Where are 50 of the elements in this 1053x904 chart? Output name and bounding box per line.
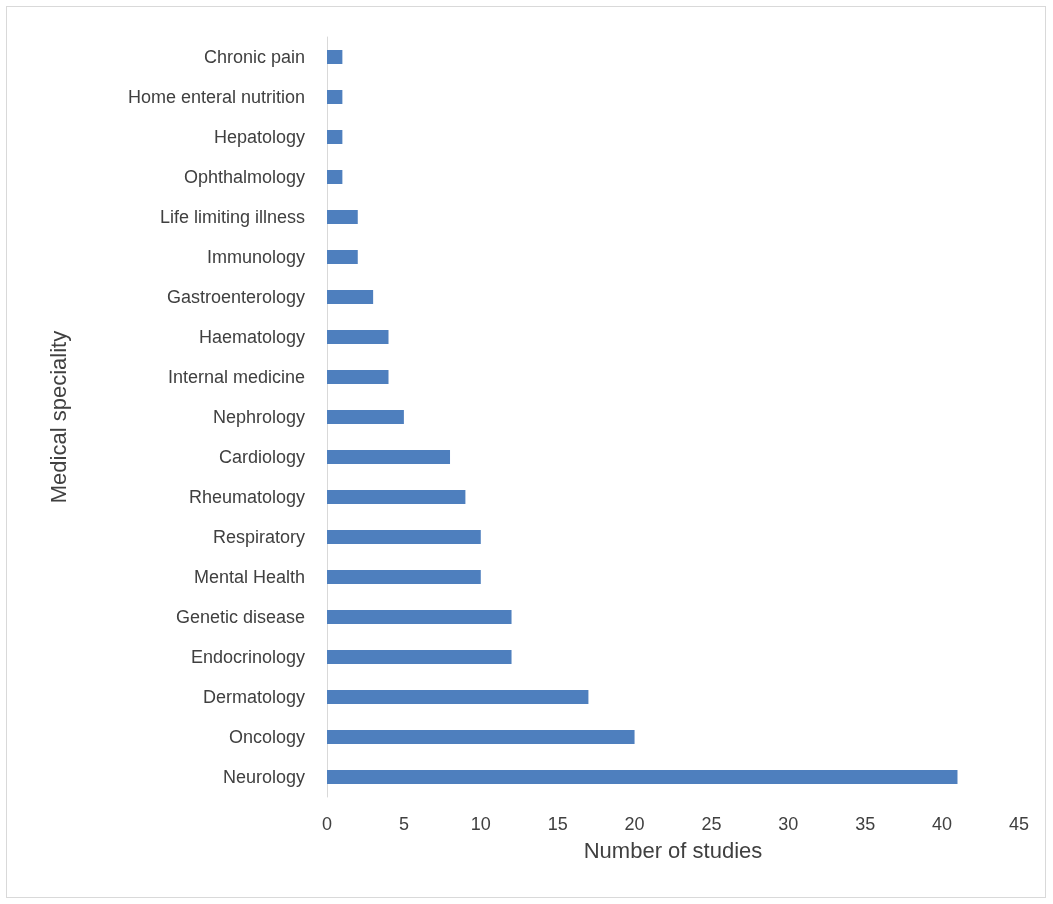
y-axis-title: Medical speciality: [45, 330, 71, 504]
y-tick-label: Nephrology: [212, 407, 305, 427]
x-tick-label: 35: [855, 814, 876, 834]
y-tick-label: Oncology: [228, 727, 305, 747]
x-tick-label: 45: [1008, 814, 1030, 834]
y-tick-label: Cardiology: [218, 447, 305, 467]
y-tick-label: Genetic disease: [175, 607, 305, 627]
bar: [327, 410, 404, 424]
y-tick-label: Mental Health: [193, 567, 305, 587]
x-axis-title: Number of studies: [583, 837, 763, 863]
bar: [327, 250, 358, 264]
x-tick-label: 25: [701, 814, 722, 834]
y-tick-label: Gastroenterology: [166, 287, 305, 307]
y-tick-label: Life limiting illness: [159, 207, 305, 227]
x-tick-label: 10: [470, 814, 491, 834]
bar: [327, 570, 481, 584]
x-tick-label: 15: [547, 814, 568, 834]
bar: [327, 370, 389, 384]
x-tick-label: 0: [321, 814, 333, 834]
x-tick-label: 20: [624, 814, 645, 834]
bar: [327, 130, 343, 144]
y-tick-label: Rheumatology: [188, 487, 305, 507]
y-tick-label: Dermatology: [202, 687, 305, 707]
bar: [327, 610, 512, 624]
bar: [327, 770, 958, 784]
y-tick-label: Haematology: [198, 327, 305, 347]
bar: [327, 650, 512, 664]
bar: [327, 730, 635, 744]
x-tick-label: 30: [778, 814, 799, 834]
bar: [327, 170, 343, 184]
bar: [327, 210, 358, 224]
y-tick-label: Immunology: [206, 247, 305, 267]
bar: [327, 530, 481, 544]
bar: [327, 490, 466, 504]
x-tick-label: 5: [398, 814, 409, 834]
y-tick-label: Respiratory: [212, 527, 305, 547]
bar: [327, 90, 343, 104]
y-tick-label: Home enteral nutrition: [127, 87, 305, 107]
y-tick-label: Chronic pain: [203, 47, 305, 67]
bar: [327, 330, 389, 344]
bar: [327, 450, 451, 464]
y-tick-label: Endocrinology: [190, 647, 305, 667]
bar: [327, 50, 343, 64]
y-tick-label: Neurology: [222, 767, 305, 787]
bar: [327, 290, 374, 304]
bar: [327, 690, 589, 704]
y-tick-label: Internal medicine: [167, 367, 305, 387]
x-tick-label: 40: [932, 814, 953, 834]
y-tick-label: Hepatology: [213, 127, 305, 147]
y-tick-label: Ophthalmology: [183, 167, 305, 187]
